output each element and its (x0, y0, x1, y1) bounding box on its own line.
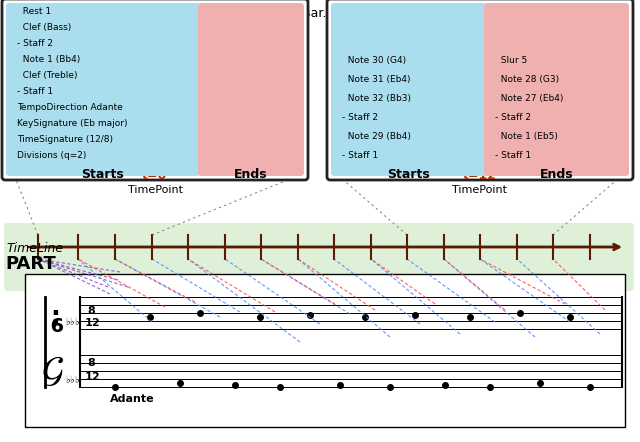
Text: Slur 5: Slur 5 (495, 56, 527, 65)
Text: Note 31 (Eb4): Note 31 (Eb4) (342, 75, 410, 84)
Text: TimeLine: TimeLine (6, 243, 63, 255)
FancyBboxPatch shape (484, 3, 629, 176)
Text: Note 30 (G4): Note 30 (G4) (342, 56, 406, 65)
Text: Note 29 (Bb4): Note 29 (Bb4) (342, 132, 411, 141)
Text: Starts: Starts (82, 168, 124, 181)
Text: $\mathbf{8}$: $\mathbf{8}$ (88, 304, 97, 316)
Text: Clef (Bass): Clef (Bass) (17, 23, 71, 32)
Text: $\mathbf{8}$: $\mathbf{8}$ (88, 356, 97, 368)
Text: TempoDirection Adante: TempoDirection Adante (17, 103, 123, 112)
Text: t=12: t=12 (463, 169, 497, 182)
FancyBboxPatch shape (4, 223, 634, 291)
Text: Divisions (q=2): Divisions (q=2) (17, 151, 86, 160)
Text: - Staff 1: - Staff 1 (342, 151, 378, 160)
Text: TimeSignature (12/8): TimeSignature (12/8) (17, 135, 113, 144)
FancyBboxPatch shape (331, 3, 486, 176)
Text: Ends: Ends (540, 168, 573, 181)
FancyBboxPatch shape (6, 3, 200, 176)
Text: TimePoint: TimePoint (127, 185, 182, 195)
Text: $\mathbf{12}$: $\mathbf{12}$ (84, 370, 100, 382)
FancyBboxPatch shape (198, 3, 304, 176)
Text: - Staff 2: - Staff 2 (342, 113, 378, 122)
FancyBboxPatch shape (327, 0, 633, 180)
Text: $\mathbf{:}$: $\mathbf{:}$ (46, 305, 60, 329)
FancyBboxPatch shape (2, 0, 308, 180)
Text: TimePoint: TimePoint (452, 185, 508, 195)
Text: $\flat\flat\flat$: $\flat\flat\flat$ (65, 373, 81, 385)
Text: Adante: Adante (110, 394, 155, 404)
Text: Starts: Starts (387, 168, 430, 181)
Text: KeySignature (Eb major): KeySignature (Eb major) (17, 119, 127, 128)
Text: PART: PART (5, 255, 56, 273)
Text: Note 1 (Bb4): Note 1 (Bb4) (17, 55, 80, 64)
Text: Note 27 (Eb4): Note 27 (Eb4) (495, 94, 563, 103)
Text: t=0: t=0 (142, 169, 168, 182)
Text: Chopin: Chopin (582, 7, 625, 20)
Text: Clef (Treble): Clef (Treble) (17, 71, 77, 80)
Text: Rest 1: Rest 1 (17, 7, 51, 16)
Text: Ends: Ends (234, 168, 268, 181)
Text: Note 28 (G3): Note 28 (G3) (495, 75, 559, 84)
Text: Bar. 1: Bar. 1 (302, 7, 338, 20)
Text: Note 32 (Bb3): Note 32 (Bb3) (342, 94, 411, 103)
Text: $\mathcal{G}$: $\mathcal{G}$ (42, 354, 65, 388)
Text: $\mathbf{9}$: $\mathbf{9}$ (51, 312, 65, 331)
Text: - Staff 1: - Staff 1 (495, 151, 531, 160)
Text: - Staff 2: - Staff 2 (17, 39, 53, 48)
Text: - Staff 1: - Staff 1 (17, 87, 53, 96)
Text: Note 1 (Eb5): Note 1 (Eb5) (495, 132, 558, 141)
Text: $\mathbf{12}$: $\mathbf{12}$ (84, 316, 100, 328)
FancyBboxPatch shape (25, 274, 625, 427)
Text: - Staff 2: - Staff 2 (495, 113, 531, 122)
Text: $\flat\flat\flat$: $\flat\flat\flat$ (65, 316, 81, 327)
